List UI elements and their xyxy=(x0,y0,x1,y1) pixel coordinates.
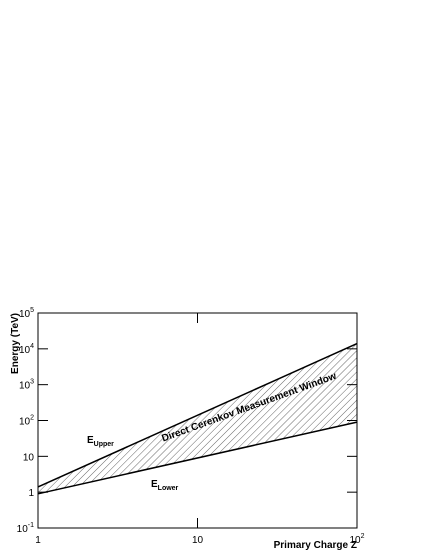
tick-label: 10 xyxy=(23,452,35,463)
annotation: EUpper xyxy=(87,435,114,448)
tick-label: 102 xyxy=(349,533,364,546)
y-axis-label: Energy (TeV) xyxy=(10,313,21,374)
tick-label-base: 10 xyxy=(19,417,31,428)
tick-label: 10 xyxy=(192,535,204,546)
tick-label-exponent: 4 xyxy=(30,343,34,350)
annotation-subscript: Lower xyxy=(158,485,179,492)
series-line xyxy=(37,421,358,495)
tick-label: 1 xyxy=(35,535,41,546)
tick-label-base: 10 xyxy=(19,345,31,356)
hatched-band xyxy=(38,343,357,494)
tick-label: 102 xyxy=(19,415,34,428)
series-line xyxy=(37,342,358,488)
tick-label-base: 10 xyxy=(17,524,29,535)
tick-label-exponent: 2 xyxy=(361,533,365,540)
tick-label-base: 10 xyxy=(19,309,31,320)
tick-label: 10-1 xyxy=(17,522,34,535)
annotation-text: E xyxy=(151,479,158,490)
tick-label-base: 10 xyxy=(349,535,361,546)
annotation-subscript: Upper xyxy=(94,441,115,448)
tick-label-exponent: 2 xyxy=(30,415,34,422)
annotation: ELower xyxy=(151,479,179,492)
tick-label: 1 xyxy=(28,488,34,499)
tick-label-exponent: 5 xyxy=(30,307,34,314)
tick-label-base: 10 xyxy=(19,381,31,392)
x-axis-label: Primary Charge Z xyxy=(274,540,357,551)
tick-label: 104 xyxy=(19,343,34,356)
tick-label-exponent: 3 xyxy=(30,379,34,386)
tick-label-exponent: -1 xyxy=(28,522,34,529)
tick-label: 103 xyxy=(19,379,34,392)
annotation-text: E xyxy=(87,435,94,446)
tick-label: 105 xyxy=(19,307,34,320)
